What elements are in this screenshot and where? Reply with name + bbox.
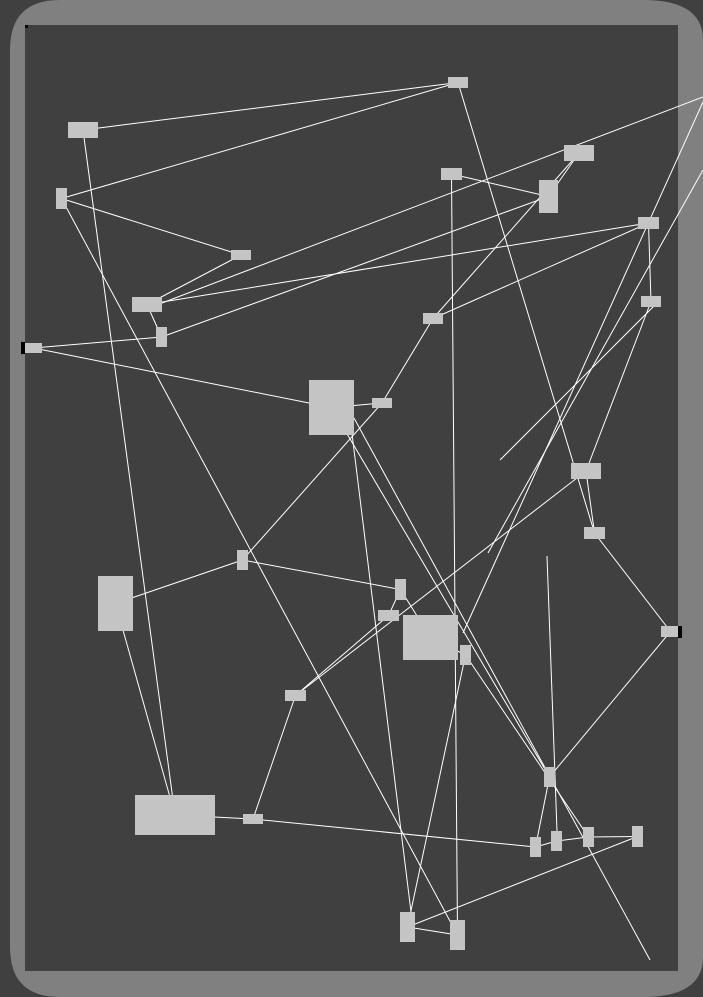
diagram-node[interactable] [132,297,162,312]
diagram-node[interactable] [135,795,215,835]
diagram-node[interactable] [156,327,167,347]
edge-line [82,82,459,131]
diagram-node[interactable] [661,626,680,637]
diagram-node[interactable] [571,463,601,479]
edge-line [242,559,401,590]
diagram-node[interactable] [564,145,594,161]
edge-line [82,129,176,816]
edge-line [432,222,649,319]
edge-line [462,101,703,634]
edge-line [451,173,549,197]
edge-line [585,470,595,534]
edge-line [546,555,558,832]
edge-line [61,198,242,256]
diagram-node[interactable] [68,122,98,138]
edge-line [295,470,587,696]
edge-port-marker [21,342,25,354]
diagram-node[interactable] [372,398,392,408]
diagram-node[interactable] [632,826,643,847]
edge-line [499,299,661,461]
edge-line [161,196,549,338]
diagram-node[interactable] [285,690,306,701]
diagram-node[interactable] [539,180,558,213]
edge-line [487,169,703,554]
diagram-node[interactable] [25,343,42,353]
diagram-node[interactable] [441,168,462,180]
ports-layer [21,25,682,638]
edge-line [33,347,332,408]
edge-line [331,407,550,778]
edge-line [345,384,414,929]
diagram-node[interactable] [309,380,354,435]
edge-line [407,836,638,928]
diagram-node[interactable] [584,527,605,539]
diagram-node[interactable] [237,550,248,570]
drawing-canvas [25,25,678,971]
diagram-node[interactable] [98,576,133,631]
edge-line [146,222,649,305]
edge-line [61,82,459,199]
nodes-layer [25,77,680,950]
diagram-node[interactable] [583,827,594,847]
diagram-node[interactable] [56,188,67,209]
diagram-node[interactable] [243,814,263,824]
diagram-node[interactable] [530,837,541,857]
edge-line [252,818,536,848]
diagram-node[interactable] [544,767,555,787]
edge-line [252,695,296,820]
edge-line [588,836,638,838]
edge-port-marker [678,626,682,638]
edge-line [549,631,671,778]
diagram-node[interactable] [448,77,468,88]
edge-line [407,926,458,936]
diagram-node[interactable] [551,831,562,851]
edge-line [381,318,434,404]
diagram-node[interactable] [423,313,443,324]
edge-port-marker [25,25,28,28]
diagram-node[interactable] [395,579,406,600]
edge-line [465,654,589,838]
edge-line [451,173,458,936]
edge-line [115,603,176,816]
edge-line [146,254,242,305]
edge-line [161,96,703,304]
edge-line [594,532,671,632]
diagram-node[interactable] [641,296,661,307]
diagram-node[interactable] [378,610,399,621]
edge-line [242,402,383,561]
diagram-node[interactable] [231,250,251,260]
diagram-node[interactable] [638,217,659,229]
diagram-node[interactable] [403,615,458,660]
edge-line [457,82,595,534]
edge-line [353,417,651,961]
edge-line [33,336,162,349]
edge-line [648,222,652,302]
diagram-node[interactable] [460,645,471,665]
edge-line [115,559,243,604]
diagram-node[interactable] [450,920,465,950]
edge-line [61,198,458,936]
diagram-node[interactable] [400,912,415,942]
edge-line [295,615,389,696]
edge-line [585,301,652,472]
edge-line [535,776,550,848]
